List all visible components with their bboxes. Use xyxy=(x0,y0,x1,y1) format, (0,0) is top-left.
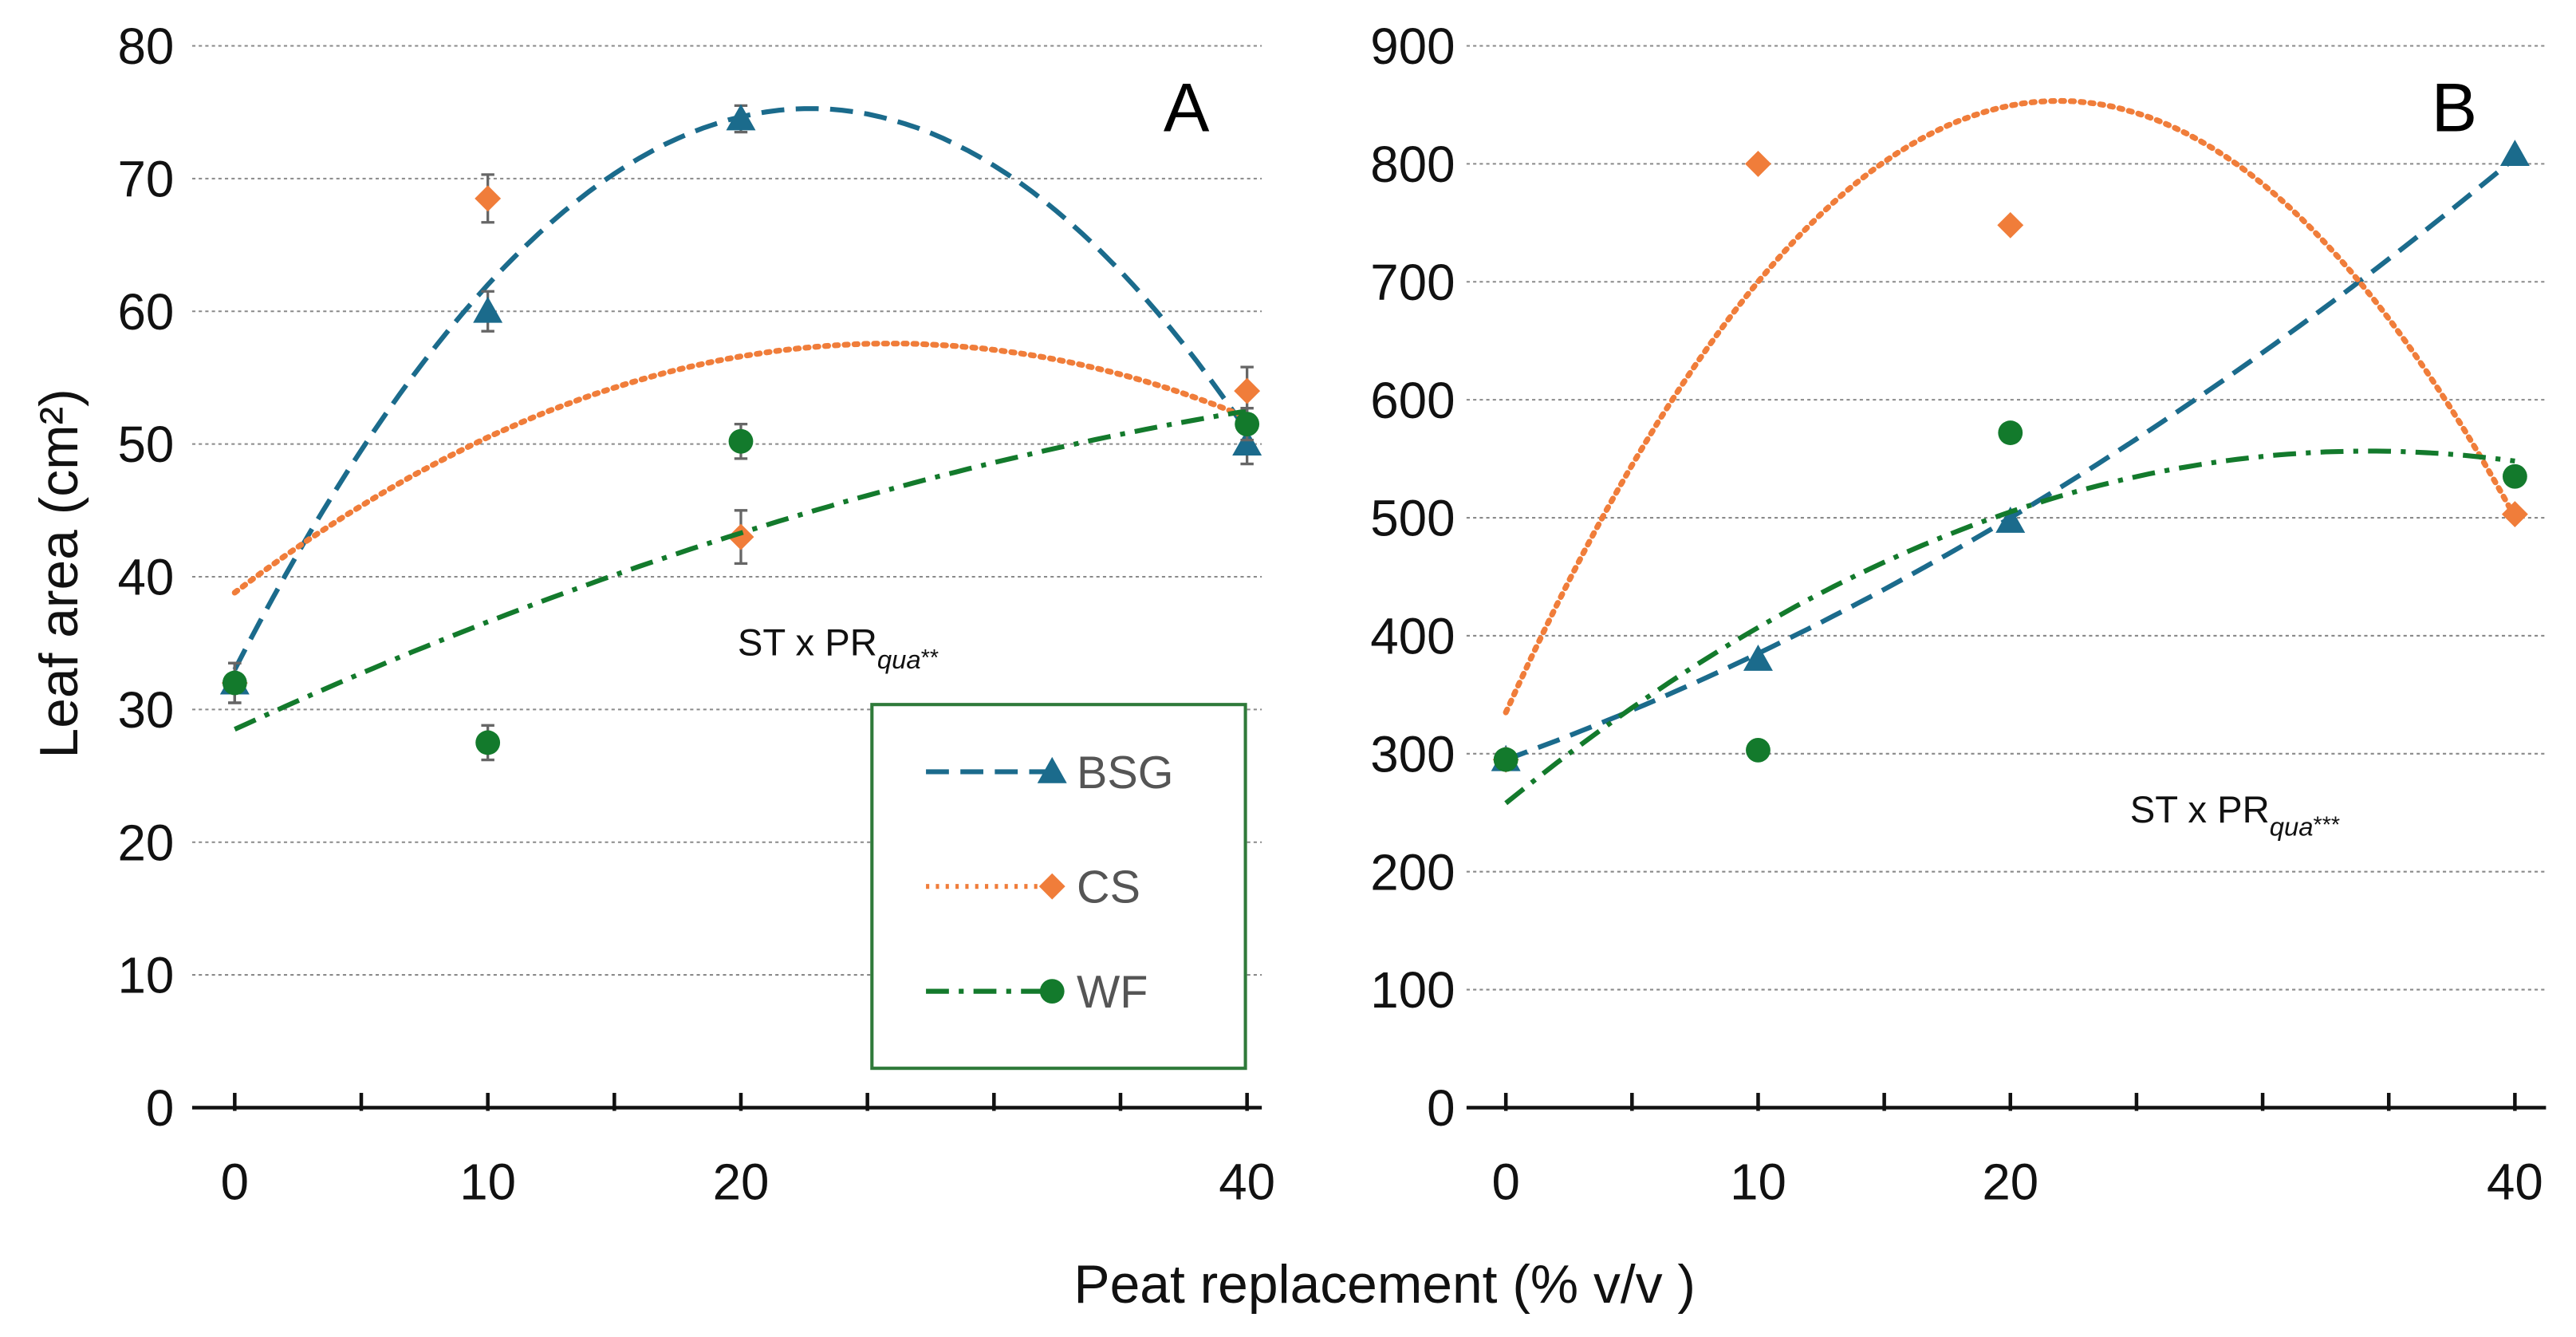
y-tick-label: 20 xyxy=(118,814,175,871)
y-tick-label: 100 xyxy=(1370,962,1455,1019)
y-tick-label: 800 xyxy=(1370,136,1455,193)
data-point-wf xyxy=(2502,463,2527,489)
y-tick-label: 400 xyxy=(1370,609,1455,665)
x-tick-label: 10 xyxy=(459,1154,516,1210)
legend-marker-wf xyxy=(1039,979,1065,1004)
x-tick-label: 10 xyxy=(1730,1154,1786,1210)
data-point-wf xyxy=(475,730,501,755)
data-point-wf xyxy=(1998,420,2023,445)
data-point-bsg xyxy=(473,296,503,323)
data-point-wf xyxy=(222,670,247,696)
panel-b-letter: B xyxy=(2432,69,2478,146)
legend-marker-cs xyxy=(1038,873,1065,900)
panel-b: B ST x PRqua*** 010020030040050060070080… xyxy=(1370,18,2546,1210)
y-tick-label: 60 xyxy=(118,284,175,341)
legend-label-cs: CS xyxy=(1077,862,1140,913)
trend-line-bsg xyxy=(232,106,1250,671)
data-point-bsg xyxy=(726,104,756,131)
trend-line-wf xyxy=(234,408,1248,732)
y-tick-label: 300 xyxy=(1370,726,1455,783)
panel-a: A ST x PRqua** 0 10 20 30 40 50 60 70 80 0 10 20 40 xyxy=(118,18,1276,1210)
legend: BSG CS WF xyxy=(870,703,1247,1071)
y-axis-label: Leaf area (cm²) xyxy=(30,388,89,758)
data-point-bsg xyxy=(1995,506,2026,533)
trend-line-wf xyxy=(1504,448,2515,806)
legend-label-wf: WF xyxy=(1077,967,1148,1018)
x-axis-label: Peat replacement (% v/v ) xyxy=(1073,1255,1696,1315)
data-point-cs xyxy=(475,185,502,212)
panel-b-annotation: ST x PRqua*** xyxy=(2130,789,2340,841)
legend-label-bsg: BSG xyxy=(1077,747,1173,799)
y-tick-label: 900 xyxy=(1370,18,1455,75)
data-point-cs xyxy=(1745,150,1771,177)
x-tick-label: 40 xyxy=(2487,1154,2543,1210)
y-tick-label: 700 xyxy=(1370,254,1455,311)
data-point-cs xyxy=(1997,211,2024,239)
y-tick-label: 0 xyxy=(146,1080,174,1137)
y-tick-label: 80 xyxy=(118,18,175,75)
data-point-cs xyxy=(727,523,754,550)
panel-a-annotation: ST x PRqua** xyxy=(738,622,939,674)
panel-a-letter: A xyxy=(1164,69,1210,146)
x-tick-label: 0 xyxy=(1491,1154,1519,1210)
data-point-wf xyxy=(1493,747,1518,772)
x-tick-label: 20 xyxy=(1982,1154,2038,1210)
y-tick-label: 30 xyxy=(118,682,175,739)
data-point-wf xyxy=(728,428,754,454)
data-point-cs xyxy=(1234,377,1261,404)
x-tick-label: 40 xyxy=(1219,1154,1275,1210)
legend-marker-bsg xyxy=(1037,756,1067,783)
y-tick-label: 10 xyxy=(118,948,175,1004)
y-tick-label: 0 xyxy=(1427,1080,1455,1137)
data-point-bsg xyxy=(1743,645,1773,671)
trend-line-cs xyxy=(1503,97,2518,716)
y-tick-label: 200 xyxy=(1370,844,1455,901)
trend-line-bsg xyxy=(1505,156,2517,763)
x-tick-label: 0 xyxy=(221,1154,249,1210)
data-point-bsg xyxy=(2499,140,2530,166)
trend-line-cs xyxy=(231,341,1251,596)
data-point-bsg xyxy=(1232,429,1262,456)
data-point-wf xyxy=(1746,737,1771,763)
y-tick-label: 600 xyxy=(1370,373,1455,429)
y-tick-label: 40 xyxy=(118,550,175,606)
x-tick-label: 20 xyxy=(713,1154,770,1210)
y-tick-label: 50 xyxy=(118,416,175,473)
y-tick-label: 500 xyxy=(1370,491,1455,547)
y-tick-label: 70 xyxy=(118,151,175,207)
data-point-wf xyxy=(1235,412,1260,437)
